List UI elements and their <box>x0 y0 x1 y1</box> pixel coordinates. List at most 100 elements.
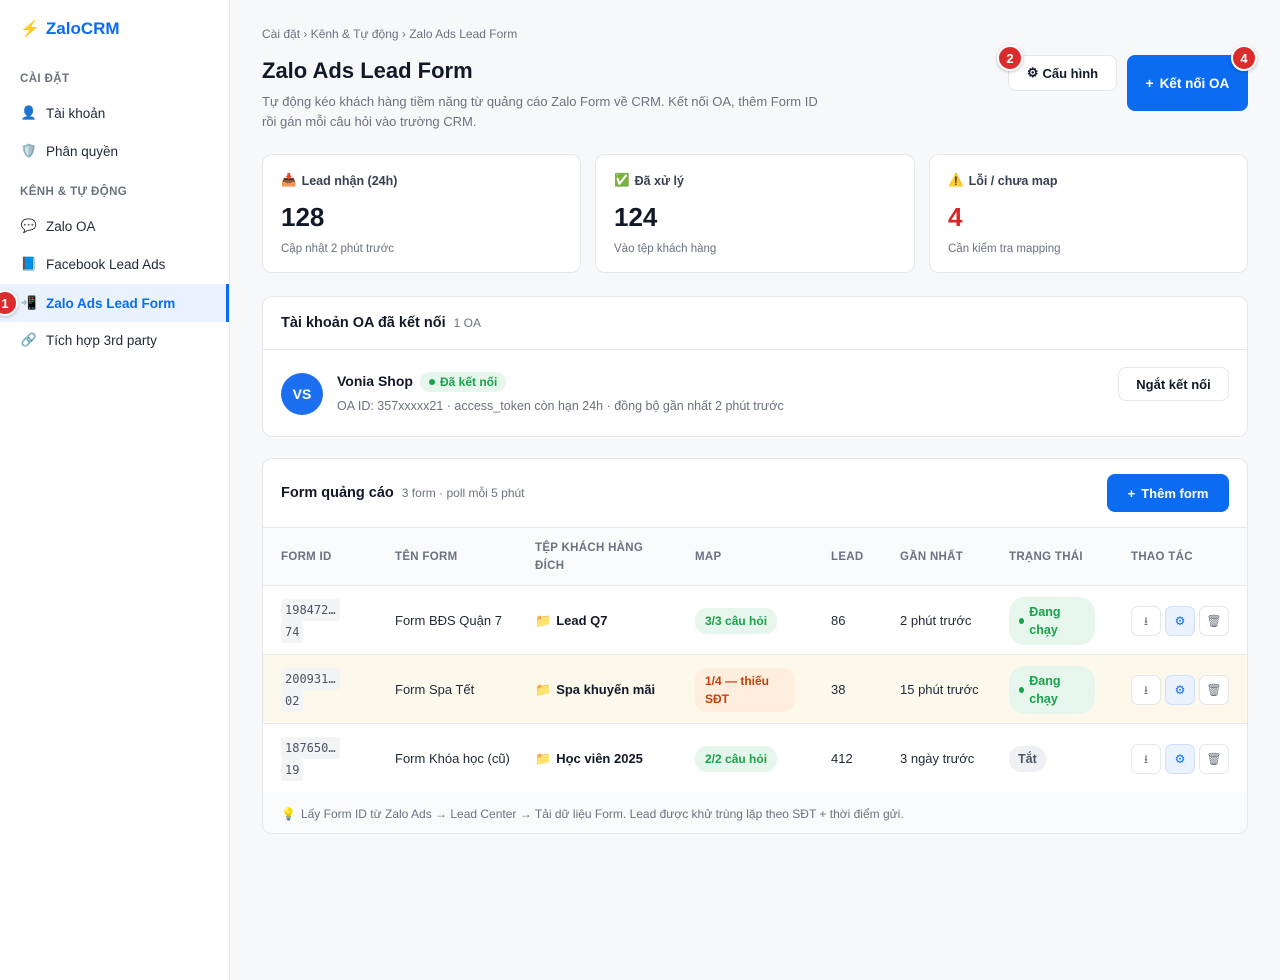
inbox-icon: 📥 <box>281 173 297 187</box>
table-row[interactable]: 198472… 74 Form BĐS Quận 7 📁 Lead Q7 3/3… <box>263 586 1247 655</box>
stat-label: ⚠️ Lỗi / chưa map <box>948 173 1229 188</box>
actions-cell: ⭳ ⚙ 🗑 <box>1131 586 1233 655</box>
column-header: FORM ID <box>281 551 332 563</box>
form-id-part: 19 <box>281 758 304 781</box>
stat-sub: Cập nhật 2 phút trước <box>281 243 395 255</box>
config-button[interactable]: ⚙ Cấu hình <box>1008 55 1117 91</box>
form-name: Form Spa Tết <box>395 681 475 697</box>
sidebar-item-3rd-party[interactable]: 🔗 Tích hợp 3rd party <box>0 321 230 359</box>
status-dot-icon <box>1019 617 1025 624</box>
trash-icon[interactable]: 🗑 <box>1199 605 1229 636</box>
sidebar-item-label: Phân quyền <box>46 143 119 159</box>
status-badge-label: Đã kết nối <box>440 375 498 389</box>
column-header: GẦN NHẤT <box>900 551 964 563</box>
gear-icon[interactable]: ⚙ <box>1165 605 1195 636</box>
status-badge: Đang chạy <box>1009 665 1095 714</box>
status-badge: Đang chạy <box>1009 596 1095 645</box>
oa-name: Vonia Shop <box>337 373 413 389</box>
sidebar-item-facebook-lead-ads[interactable]: 📘 Facebook Lead Ads <box>0 245 230 283</box>
table-footer-hint: 💡 Lấy Form ID từ Zalo Ads → Lead Center … <box>263 792 1247 833</box>
gear-icon: ⚙ <box>1026 65 1039 80</box>
app-logo-text: ZaloCRM <box>45 19 120 38</box>
sidebar-item-label: Zalo OA <box>46 218 96 234</box>
connect-oa-button[interactable]: + Kết nối OA <box>1127 55 1248 111</box>
stat-label: ✅ Đã xử lý <box>614 173 896 188</box>
status-cell: Đang chạy <box>1009 586 1095 655</box>
sidebar-item-label: Tài khoản <box>46 105 106 121</box>
map-badge: 3/3 câu hỏi <box>695 607 778 634</box>
app-logo[interactable]: ⚡ ZaloCRM <box>20 19 120 39</box>
chat-icon: 💬 <box>20 218 38 233</box>
map-badge: 1/4 — thiếu SĐT <box>695 667 795 712</box>
connected-oa-card: Tài khoản OA đã kết nối 1 OA VS Vonia Sh… <box>262 296 1248 437</box>
plus-icon: + <box>1127 485 1136 501</box>
disconnect-button[interactable]: Ngắt kết nối <box>1118 367 1229 401</box>
stat-label-text: Đã xử lý <box>634 173 684 188</box>
card-count: 3 form · poll mỗi 5 phút <box>401 486 525 500</box>
table-row[interactable]: 187650… 19 Form Khóa học (cũ) 📁 Học viên… <box>263 724 1247 793</box>
sidebar-item-zalo-ads-lead-form[interactable]: 📲 Zalo Ads Lead Form <box>0 284 229 322</box>
breadcrumb: Cài đặt › Kênh & Tự động › Zalo Ads Lead… <box>262 27 518 41</box>
stat-label-text: Lead nhận (24h) <box>301 173 398 188</box>
status-dot-icon <box>1019 686 1025 693</box>
last-activity: 3 ngày trước <box>900 750 975 766</box>
stat-label-text: Lỗi / chưa map <box>968 173 1058 188</box>
lightning-icon: ⚡ <box>20 21 40 38</box>
gear-icon[interactable]: ⚙ <box>1165 743 1195 774</box>
stat-card-processed: ✅ Đã xử lý 124 Vào tệp khách hàng <box>595 154 915 273</box>
status-badge-label: Đang chạy <box>1029 604 1061 637</box>
page-title: Zalo Ads Lead Form <box>262 58 473 83</box>
card-title: Tài khoản OA đã kết nối <box>281 315 446 331</box>
card-title: Form quảng cáo <box>281 485 394 501</box>
plus-icon: + <box>1145 75 1154 91</box>
phone-icon: 📲 <box>20 295 38 310</box>
segment-cell: 📁 Spa khuyến mãi <box>535 655 690 724</box>
check-icon: ✅ <box>614 173 630 187</box>
sidebar-item-label: Tích hợp 3rd party <box>46 332 157 348</box>
sidebar-item-account[interactable]: 👤 Tài khoản <box>0 94 230 132</box>
form-id-part: 198472… <box>281 598 340 621</box>
map-cell: 2/2 câu hỏi <box>695 724 778 793</box>
config-button-label: Cấu hình <box>1042 65 1099 81</box>
nav-section-channels: KÊNH & TỰ ĐỘNG <box>20 186 128 198</box>
status-badge: Đã kết nối <box>420 372 507 392</box>
last-activity: 2 phút trước <box>900 612 972 628</box>
avatar: VS <box>281 373 323 415</box>
oa-meta: OA ID: 357xxxxx21 · access_token còn hạn… <box>337 399 784 413</box>
segment-cell: 📁 Lead Q7 <box>535 586 685 655</box>
card-header: Form quảng cáo 3 form · poll mỗi 5 phút <box>263 459 1247 528</box>
marker-badge-1: 1 <box>0 290 18 316</box>
folder-icon: 📁 <box>535 750 552 766</box>
form-name: Form Khóa học (cũ) <box>395 750 510 766</box>
gear-icon[interactable]: ⚙ <box>1165 674 1195 705</box>
marker-badge-4: 4 <box>1231 45 1257 71</box>
stat-card-errors: ⚠️ Lỗi / chưa map 4 Cần kiểm tra mapping <box>929 154 1248 273</box>
download-icon[interactable]: ⭳ <box>1131 743 1161 774</box>
stat-sub: Vào tệp khách hàng <box>614 243 717 255</box>
form-id-cell: 200931… 02 <box>281 655 361 724</box>
stat-value: 128 <box>281 202 325 232</box>
trash-icon[interactable]: 🗑 <box>1199 743 1229 774</box>
user-icon: 👤 <box>20 105 38 120</box>
folder-icon: 📁 <box>535 681 552 697</box>
sidebar: ⚡ ZaloCRM CÀI ĐẶT 👤 Tài khoản 🛡️ Phân qu… <box>0 0 230 980</box>
segment-cell: 📁 Học viên 2025 <box>535 724 685 793</box>
add-form-button[interactable]: + Thêm form <box>1107 474 1229 512</box>
form-id-part: 02 <box>281 689 304 712</box>
download-icon[interactable]: ⭳ <box>1131 674 1161 705</box>
download-icon[interactable]: ⭳ <box>1131 605 1161 636</box>
form-id-cell: 198472… 74 <box>281 586 361 655</box>
sidebar-item-zalo-oa[interactable]: 💬 Zalo OA <box>0 207 230 245</box>
trash-icon[interactable]: 🗑 <box>1199 674 1229 705</box>
lead-count: 38 <box>831 681 846 697</box>
map-badge: 2/2 câu hỏi <box>695 745 778 772</box>
status-cell: Tắt <box>1009 724 1046 793</box>
actions-cell: ⭳ ⚙ 🗑 <box>1131 655 1233 724</box>
column-header: TRẠNG THÁI <box>1009 551 1083 563</box>
main-content: Cài đặt › Kênh & Tự động › Zalo Ads Lead… <box>230 0 1280 980</box>
sidebar-item-permissions[interactable]: 🛡️ Phân quyền <box>0 132 230 170</box>
status-cell: Đang chạy <box>1009 655 1095 724</box>
form-id-part: 200931… <box>281 667 340 690</box>
map-cell: 1/4 — thiếu SĐT <box>695 655 795 724</box>
table-row[interactable]: 200931… 02 Form Spa Tết 📁 Spa khuyến mãi… <box>263 655 1247 724</box>
